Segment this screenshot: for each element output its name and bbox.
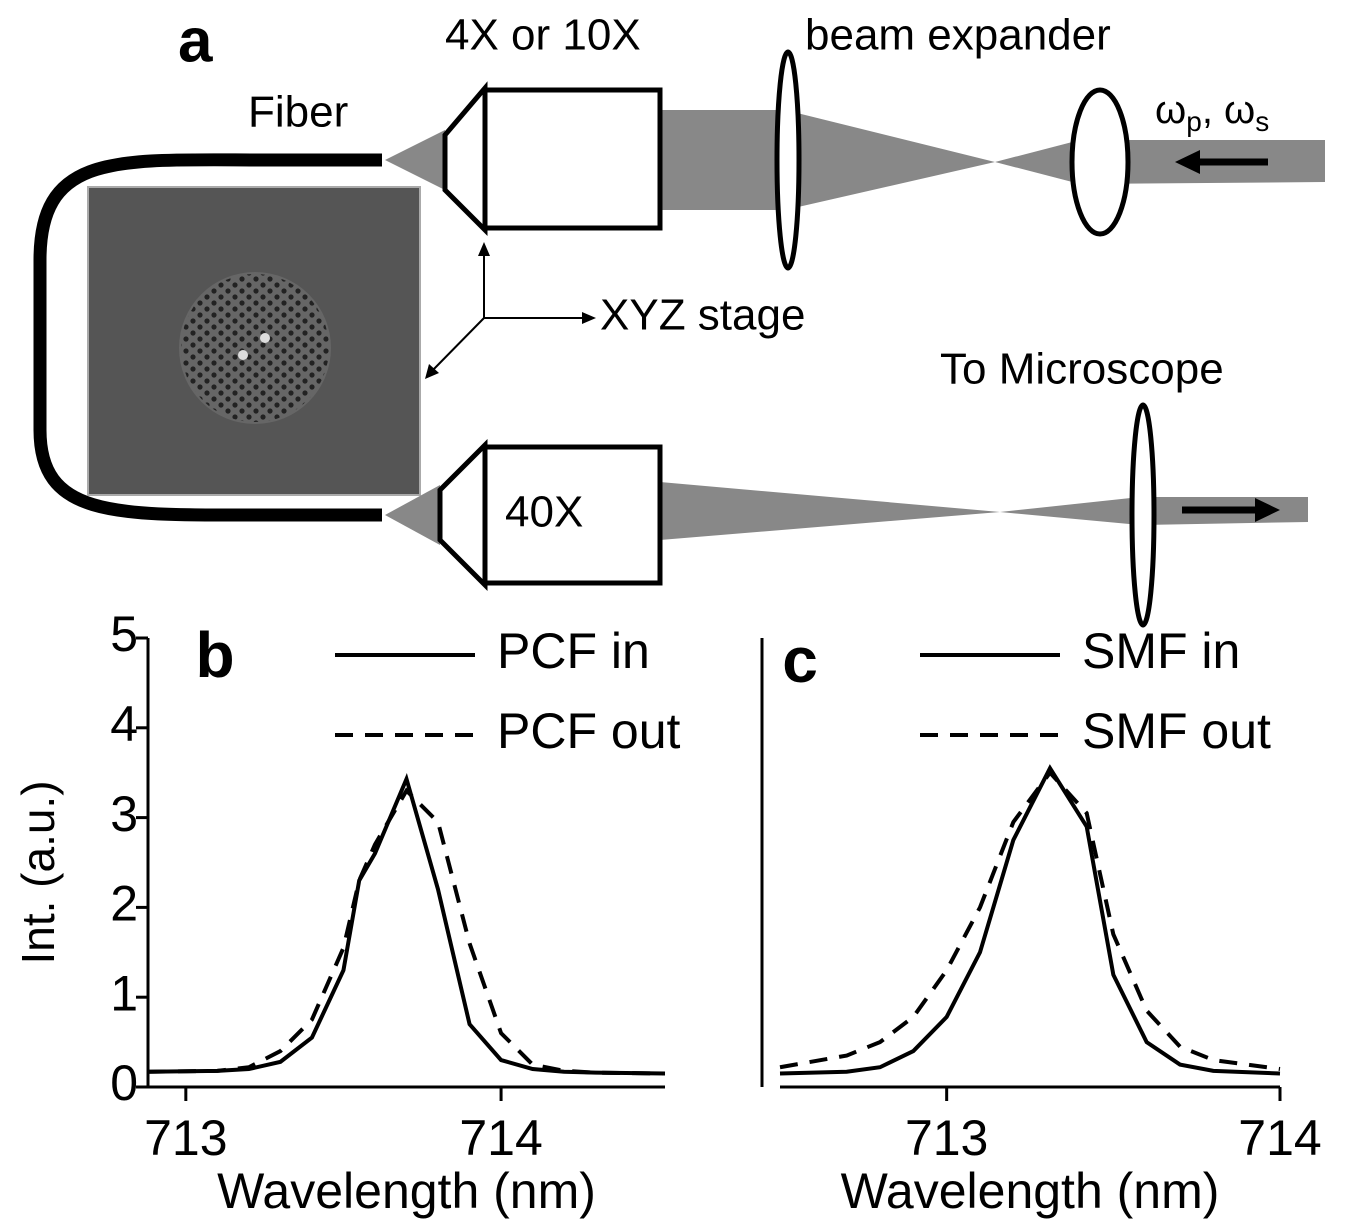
label: beam expander — [805, 11, 1111, 60]
panel-label: a — [178, 6, 213, 75]
x-tick-label: 714 — [459, 1110, 542, 1166]
beam-label: ωp, ωs — [1155, 88, 1269, 138]
legend-label: SMF in — [1082, 623, 1240, 679]
arrow-head — [582, 312, 596, 324]
y-tick-label: 4 — [110, 696, 138, 752]
setup-diagram: a 4X or 10X beam expander Fiber ωp, ωs X… — [33, 6, 1325, 628]
objective-body — [482, 444, 663, 586]
stage-axes — [429, 250, 588, 374]
lens — [774, 49, 802, 271]
x-axis-label: Wavelength (nm) — [217, 1163, 596, 1219]
fiber-holes — [181, 274, 329, 422]
beam — [660, 110, 995, 210]
arrow-head — [1175, 150, 1200, 174]
legend-label: SMF out — [1082, 703, 1271, 759]
fiber-core — [238, 350, 248, 360]
arrow-head — [425, 364, 439, 379]
objective-tip — [442, 81, 488, 237]
y-tick-label: 5 — [110, 606, 138, 662]
label: 40X — [505, 488, 583, 537]
objective-tip — [437, 438, 488, 592]
label: 4X or 10X — [445, 11, 641, 60]
y-tick-label: 3 — [110, 786, 138, 842]
beam — [995, 140, 1325, 184]
series-line — [779, 769, 1281, 1072]
label: XYZ stage — [600, 291, 805, 340]
label: To Microscope — [940, 345, 1224, 394]
x-axis-label: Wavelength (nm) — [841, 1163, 1220, 1219]
fiber-loop — [33, 153, 382, 522]
fiber-core — [260, 333, 270, 343]
y-tick-label: 1 — [110, 965, 138, 1021]
legend-label: PCF in — [497, 623, 650, 679]
label: Fiber — [248, 88, 348, 137]
series-line — [147, 787, 666, 1076]
x-tick-label: 713 — [144, 1110, 227, 1166]
beam-cone — [385, 485, 440, 545]
series-line — [147, 772, 666, 1076]
x-tick-label: 713 — [905, 1110, 988, 1166]
y-tick-label: 2 — [110, 876, 138, 932]
y-tick-label: 0 — [110, 1055, 138, 1111]
panel-label: b — [195, 619, 234, 691]
arrow-head — [478, 242, 490, 256]
series-line — [779, 764, 1281, 1076]
arrow-head — [1255, 498, 1280, 522]
beam-cone — [385, 130, 445, 190]
objective-body — [482, 87, 663, 231]
y-axis-label: Int. (a.u.) — [12, 780, 64, 964]
lens — [1129, 402, 1157, 628]
beam — [660, 482, 1000, 540]
x-tick-label: 714 — [1238, 1110, 1321, 1166]
panel-label: c — [782, 624, 818, 696]
lens — [1069, 87, 1131, 237]
legend-label: PCF out — [497, 703, 681, 759]
